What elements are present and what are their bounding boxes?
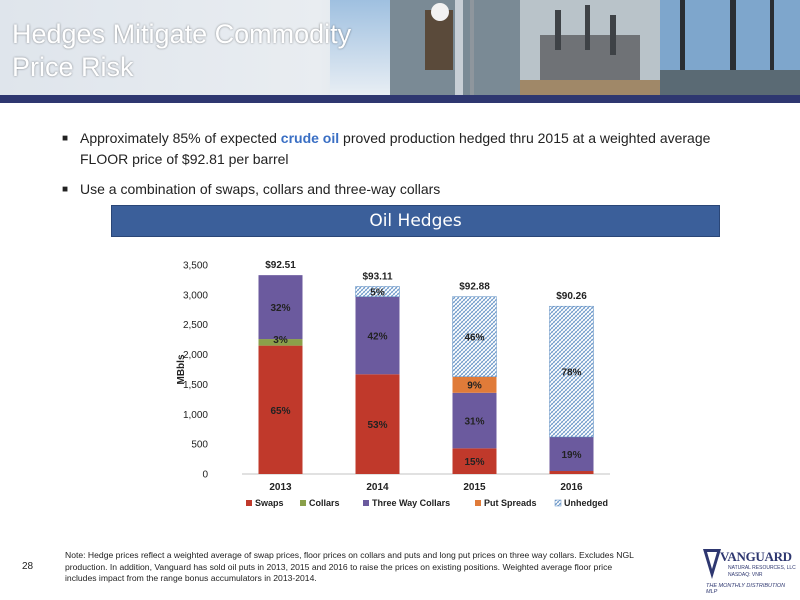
bar-segment — [258, 339, 303, 346]
y-tick-label: 3,500 — [183, 261, 208, 272]
data-label: 32% — [270, 303, 290, 314]
bar-segment — [549, 436, 594, 472]
price-label: $93.11 — [362, 271, 392, 282]
logo-v-emblem-icon — [703, 549, 721, 579]
data-label: 5% — [370, 288, 385, 299]
bar-segment — [258, 275, 303, 340]
bar-segment — [355, 296, 400, 375]
slide-header: Hedges Mitigate Commodity Price Risk — [0, 0, 800, 103]
legend-label: Put Spreads — [484, 498, 537, 508]
bar-segment — [452, 296, 497, 377]
data-label: 15% — [464, 457, 484, 468]
y-tick-label: 2,000 — [183, 350, 208, 361]
x-tick-label: 2013 — [269, 482, 292, 493]
bar-segment — [452, 376, 497, 393]
x-tick-label: 2016 — [560, 482, 583, 493]
bar-segment — [452, 448, 497, 474]
logo-name: VANGUARD — [720, 549, 792, 564]
y-tick-label: 3,000 — [183, 290, 208, 301]
data-label: 65% — [270, 406, 290, 417]
bar-segment — [355, 286, 400, 297]
y-tick-label: 1,500 — [183, 380, 208, 391]
price-label: $92.51 — [265, 260, 296, 271]
bullet-highlight: crude oil — [280, 130, 340, 146]
y-tick-label: 0 — [202, 470, 208, 481]
bullet-marker: ■ — [62, 184, 69, 195]
bar-segment — [355, 374, 400, 474]
bullet-list: ■ Approximately 85% of expected crude oi… — [62, 128, 762, 209]
oil-hedges-chart: 05001,0001,5002,0002,5003,0003,500MBbls … — [176, 260, 610, 508]
bar-segment — [452, 392, 497, 449]
data-label: 3% — [273, 335, 288, 346]
data-label: 31% — [464, 417, 484, 428]
legend-swatch — [475, 500, 481, 506]
slide-title: Hedges Mitigate Commodity Price Risk — [12, 18, 351, 84]
data-label: 78% — [561, 368, 581, 379]
bullet-text: proved production hedged thru 2015 at a … — [80, 130, 711, 167]
company-logo: VANGUARD NATURAL RESOURCES, LLC NASDAQ: … — [700, 545, 796, 597]
logo-ticker: NASDAQ: VNR — [728, 572, 763, 578]
x-tick-label: 2014 — [366, 482, 389, 493]
legend-swatch — [363, 500, 369, 506]
legend-swatch — [300, 500, 306, 506]
footnote: Note: Hedge prices reflect a weighted av… — [65, 550, 634, 583]
y-tick-label: 1,000 — [183, 410, 208, 421]
data-label: 19% — [561, 450, 581, 461]
bullet-text: Approximately 85% of expected — [80, 130, 281, 146]
x-tick-label: 2015 — [463, 482, 486, 493]
page-number: 28 — [22, 561, 34, 572]
chart-banner: Oil Hedges — [111, 205, 720, 237]
legend-label: Collars — [309, 498, 340, 508]
header-photo-collage — [330, 0, 800, 95]
header-band — [0, 95, 800, 103]
legend-label: Unhedged — [564, 498, 608, 508]
bar-segment — [549, 305, 594, 438]
y-tick-label: 500 — [191, 440, 208, 451]
logo-subtitle: NATURAL RESOURCES, LLC — [728, 565, 796, 571]
price-label: $90.26 — [556, 291, 587, 302]
bullet-item-2: ■ Use a combination of swaps, collars an… — [62, 179, 762, 200]
slide-title-line2: Price Risk — [12, 52, 134, 82]
y-tick-label: 2,500 — [183, 320, 208, 331]
bullet-item-1: ■ Approximately 85% of expected crude oi… — [62, 128, 762, 170]
y-axis-label: MBbls — [176, 354, 187, 384]
bullet-marker: ■ — [62, 133, 69, 144]
legend-swatch — [246, 500, 252, 506]
data-label: 42% — [367, 331, 387, 342]
legend-swatch — [554, 499, 562, 507]
price-label: $92.88 — [459, 282, 490, 293]
legend-label: Three Way Collars — [372, 498, 450, 508]
slide-title-line1: Hedges Mitigate Commodity — [12, 19, 352, 49]
data-label: 9% — [467, 381, 482, 392]
legend-label: Swaps — [255, 498, 284, 508]
bar-segment — [258, 345, 303, 474]
bar-segment — [549, 471, 594, 474]
logo-tagline: THE MONTHLY DISTRIBUTION MLP — [706, 583, 786, 595]
data-label: 53% — [367, 420, 387, 431]
data-label: 46% — [464, 333, 484, 344]
bullet-text: Use a combination of swaps, collars and … — [80, 181, 441, 197]
